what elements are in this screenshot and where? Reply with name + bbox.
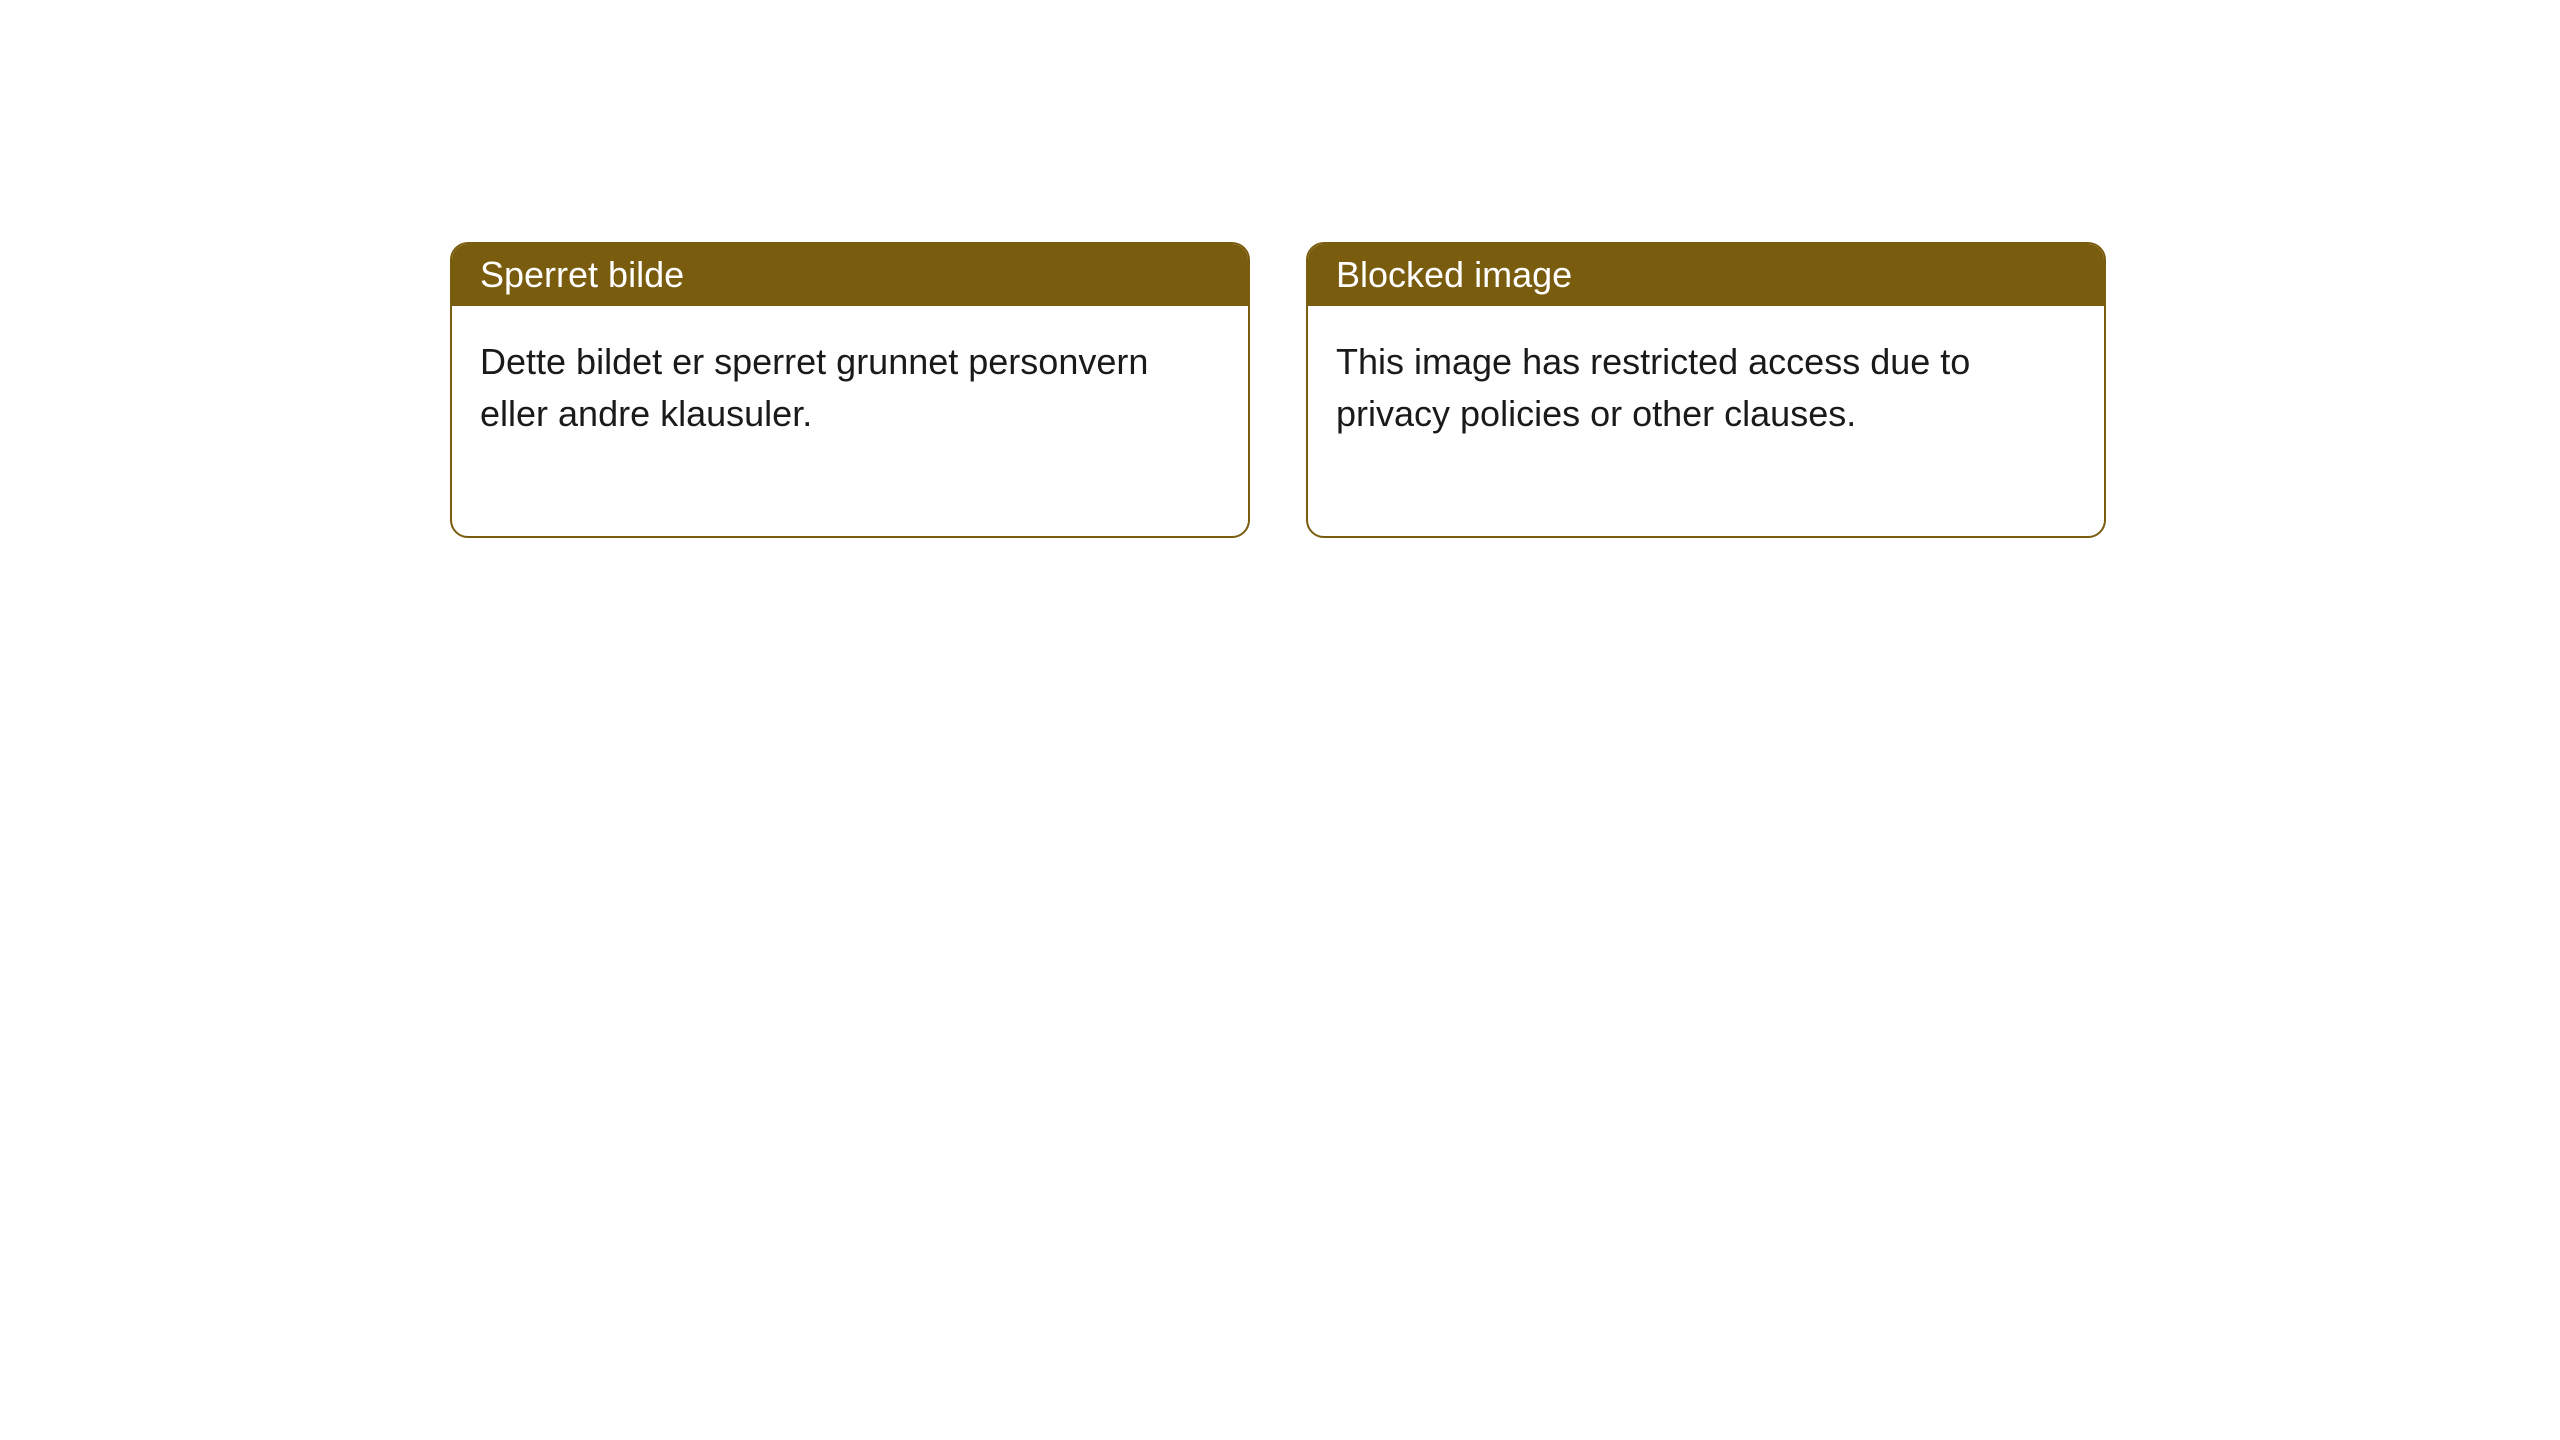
- notice-container: Sperret bilde Dette bildet er sperret gr…: [0, 0, 2560, 538]
- notice-body-en: This image has restricted access due to …: [1308, 306, 2104, 536]
- notice-body-no: Dette bildet er sperret grunnet personve…: [452, 306, 1248, 536]
- notice-title-en: Blocked image: [1308, 244, 2104, 306]
- notice-title-no: Sperret bilde: [452, 244, 1248, 306]
- notice-card-en: Blocked image This image has restricted …: [1306, 242, 2106, 538]
- notice-card-no: Sperret bilde Dette bildet er sperret gr…: [450, 242, 1250, 538]
